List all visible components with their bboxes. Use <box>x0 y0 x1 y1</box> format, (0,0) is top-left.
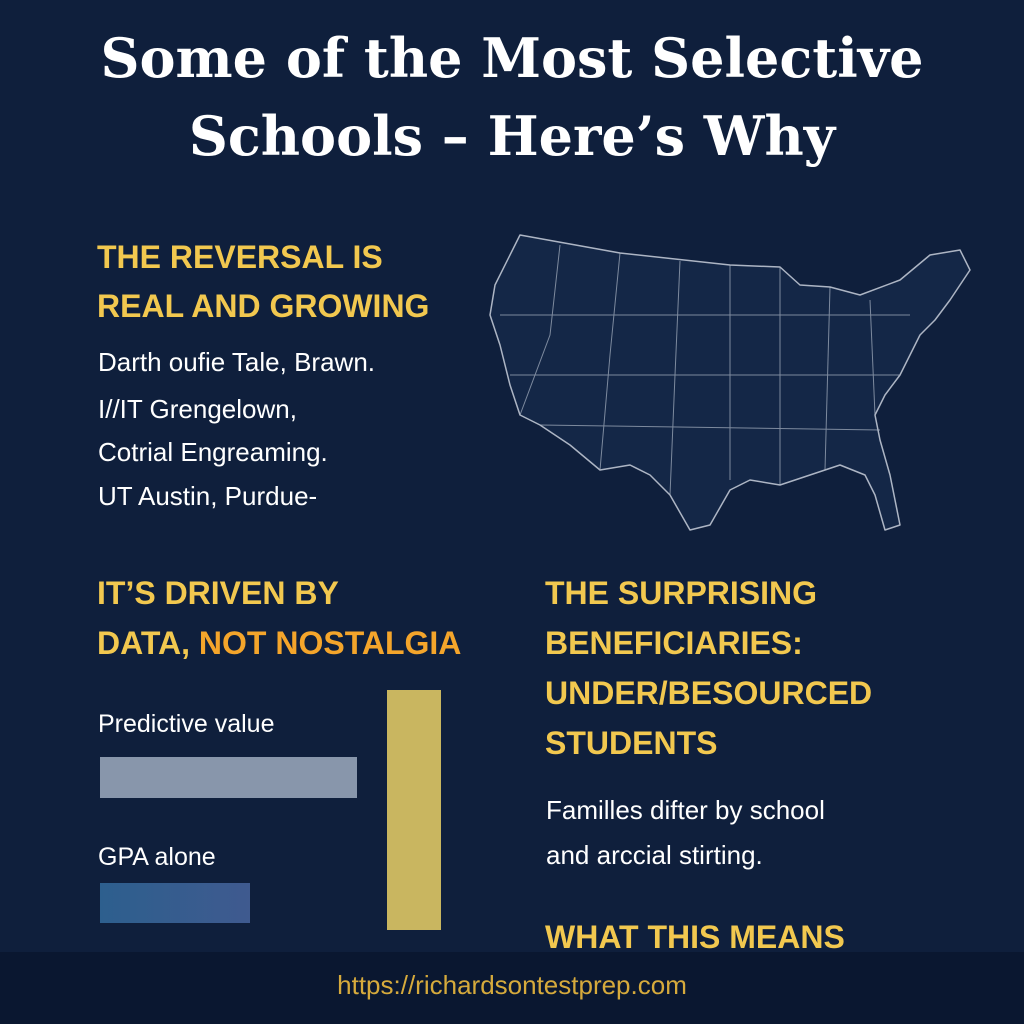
section-heading: BENEFICIARIES: <box>545 625 803 661</box>
body-line: and arccial stirting. <box>546 840 763 870</box>
bar-label: GPA alone <box>98 843 216 871</box>
body-line: Darth oufie Tale, Brawn. <box>98 347 375 377</box>
body-line: Cotrial Engreaming. <box>98 437 328 467</box>
section-heading: THE SURPRISING <box>545 575 818 611</box>
title-line: Some of the Most Selective <box>100 26 924 90</box>
bar <box>100 757 357 798</box>
heading-text: DATA, <box>97 625 191 661</box>
bar-label: Predictive value <box>98 710 275 738</box>
section-heading: DATA, NOT NOSTALGIA <box>97 623 461 663</box>
footer: https://richardsontestprep.com <box>0 952 1024 1024</box>
body-line: UT Austin, Purdue- <box>98 481 318 511</box>
section-heading: WHAT THIS MEANS <box>545 919 845 955</box>
title-line: Schools – Here’s Why <box>188 104 836 168</box>
body-line: I//IT Grengelown, <box>98 394 297 424</box>
footer-url[interactable]: https://richardsontestprep.com <box>337 970 687 1000</box>
heading-highlight: NOT NOSTALGIA <box>198 625 462 661</box>
us-map <box>489 234 971 531</box>
section-heading: STUDENTS <box>545 725 718 761</box>
section-heading: UNDER/BESOURCED <box>545 675 873 711</box>
section-heading: IT’S DRIVEN BY <box>97 575 339 611</box>
bar <box>387 690 441 930</box>
section-heading: THE REVERSAL IS <box>97 239 383 275</box>
bar <box>100 883 250 923</box>
body-line: Familles difter by school <box>546 795 825 825</box>
section-heading: REAL AND GROWING <box>97 288 430 324</box>
